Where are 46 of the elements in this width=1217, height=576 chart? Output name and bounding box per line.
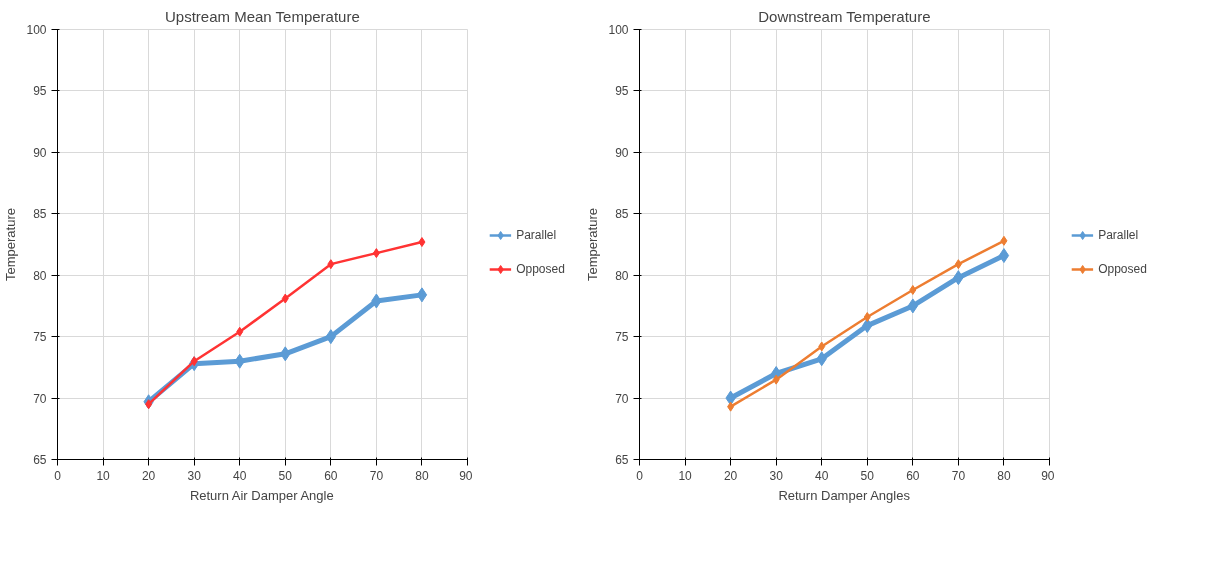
chart-title: Upstream Mean Temperature bbox=[164, 7, 360, 25]
y-tick-label: 65 bbox=[615, 453, 629, 467]
x-tick-label: 10 bbox=[678, 468, 693, 483]
x-axis-title: Return Damper Angles bbox=[778, 487, 911, 503]
y-tick-label: 100 bbox=[608, 23, 629, 37]
legend-label: Parallel bbox=[516, 227, 557, 242]
x-tick-label: 0 bbox=[636, 468, 644, 483]
y-tick-label: 75 bbox=[615, 330, 629, 345]
y-tick-label: 80 bbox=[615, 268, 629, 283]
y-axis-title: Temperature bbox=[585, 208, 601, 281]
x-tick-label: 30 bbox=[187, 468, 202, 483]
legend-label: Parallel bbox=[1098, 227, 1139, 242]
y-tick-label: 85 bbox=[33, 207, 47, 222]
y-tick-label: 95 bbox=[615, 84, 629, 99]
y-tick-label: 70 bbox=[615, 391, 629, 406]
x-tick-label: 80 bbox=[997, 468, 1011, 483]
x-tick-label: 60 bbox=[324, 468, 338, 483]
x-tick-label: 70 bbox=[369, 468, 384, 483]
x-tick-label: 40 bbox=[233, 468, 247, 483]
x-tick-label: 0 bbox=[54, 468, 62, 483]
y-tick-label: 65 bbox=[33, 453, 47, 467]
x-tick-label: 10 bbox=[96, 468, 111, 483]
y-tick-label: 90 bbox=[33, 145, 47, 160]
x-tick-label: 90 bbox=[459, 468, 473, 483]
y-tick-label: 75 bbox=[33, 330, 47, 345]
legend-label: Opposed bbox=[1098, 261, 1147, 276]
y-tick-label: 100 bbox=[26, 23, 47, 37]
x-tick-label: 50 bbox=[278, 468, 293, 483]
chart-title: Downstream Temperature bbox=[758, 7, 931, 25]
x-tick-label: 20 bbox=[141, 468, 156, 483]
y-tick-label: 85 bbox=[615, 207, 629, 222]
y-axis-title: Temperature bbox=[3, 208, 19, 281]
x-tick-label: 40 bbox=[815, 468, 829, 483]
x-tick-label: 30 bbox=[769, 468, 784, 483]
y-tick-label: 95 bbox=[33, 84, 47, 99]
legend-label: Opposed bbox=[516, 261, 565, 276]
x-tick-label: 90 bbox=[1041, 468, 1055, 483]
x-tick-label: 70 bbox=[951, 468, 966, 483]
y-tick-label: 90 bbox=[615, 145, 629, 160]
y-tick-label: 70 bbox=[33, 391, 47, 406]
y-tick-label: 80 bbox=[33, 268, 47, 283]
x-tick-label: 60 bbox=[906, 468, 920, 483]
x-tick-label: 50 bbox=[860, 468, 875, 483]
x-axis-title: Return Air Damper Angle bbox=[189, 487, 334, 503]
x-tick-label: 80 bbox=[415, 468, 429, 483]
x-tick-label: 20 bbox=[723, 468, 738, 483]
